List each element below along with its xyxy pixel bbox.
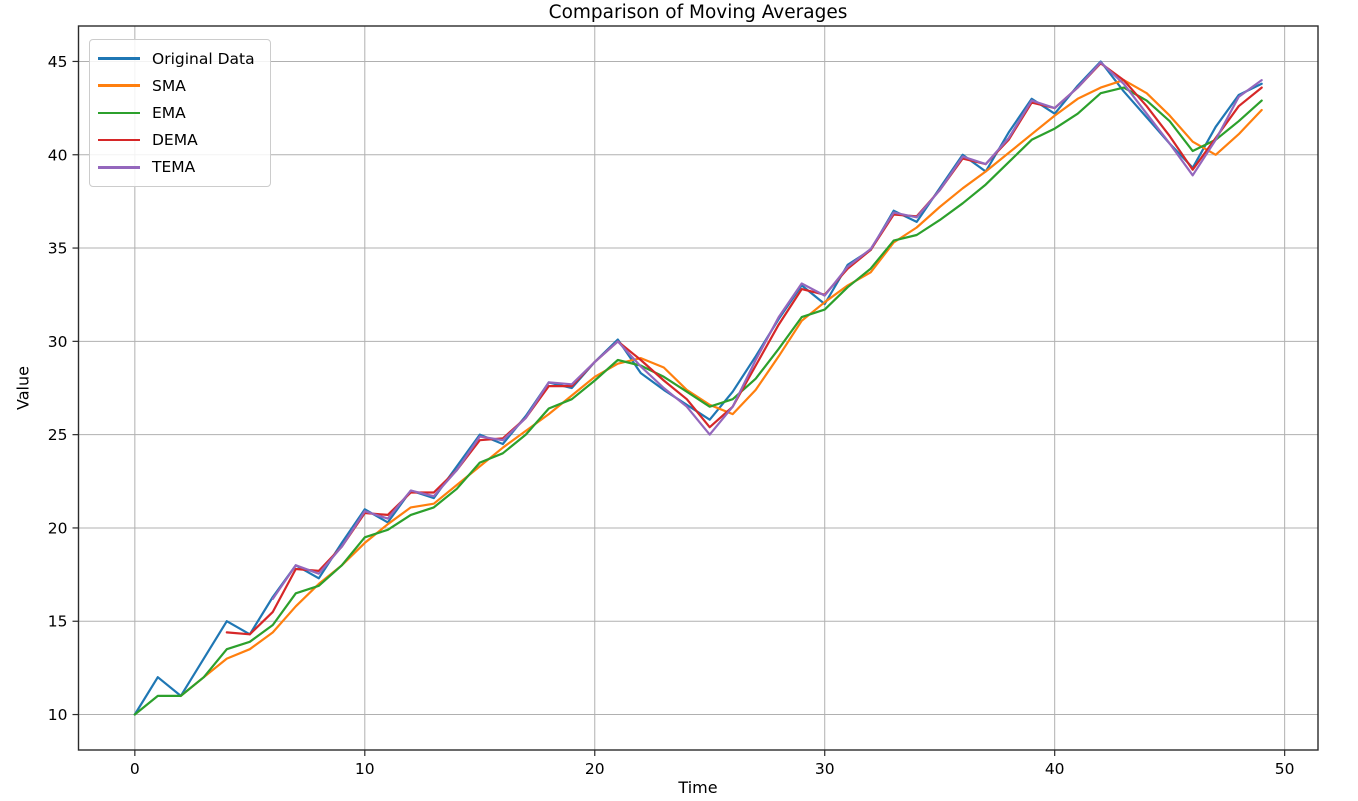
x-tick-label-10: 10 (355, 760, 375, 778)
legend: Original Data SMA EMA DEMA TEMA (89, 39, 271, 187)
y-tick-label-25: 25 (48, 426, 68, 444)
legend-swatch-dema-icon (98, 138, 140, 142)
legend-item-sma: SMA (94, 72, 262, 99)
series-line-tema (271, 61, 1263, 601)
y-tick-label-40: 40 (48, 146, 68, 164)
x-tick-label-40: 40 (1045, 760, 1065, 778)
x-tick-label-50: 50 (1275, 760, 1295, 778)
series-line-dema (225, 62, 1263, 636)
legend-item-tema: TEMA (94, 154, 262, 181)
y-tick-label-10: 10 (48, 706, 68, 724)
y-tick-label-15: 15 (48, 613, 68, 631)
x-tick-label-30: 30 (815, 760, 835, 778)
y-tick-label-35: 35 (48, 240, 68, 258)
legend-item-dema: DEMA (94, 127, 262, 154)
plot-frame (77, 25, 1319, 751)
series-line-original-data (133, 60, 1263, 716)
legend-swatch-original-data-icon (98, 57, 140, 60)
x-axis-label: Time (678, 778, 718, 797)
legend-swatch-sma-icon (98, 84, 140, 88)
legend-label-dema: DEMA (152, 131, 198, 150)
x-tick-label-0: 0 (130, 760, 140, 778)
legend-item-ema: EMA (94, 99, 262, 126)
legend-label-sma: SMA (152, 76, 186, 95)
legend-item-original-data: Original Data (94, 45, 262, 72)
legend-label-ema: EMA (152, 103, 186, 122)
chart-title: Comparison of Moving Averages (548, 2, 848, 23)
y-tick-label-20: 20 (48, 519, 68, 537)
series-line-sma (179, 78, 1263, 698)
legend-swatch-tema-icon (98, 166, 140, 169)
x-tick-label-20: 20 (585, 760, 605, 778)
legend-swatch-ema-icon (98, 111, 140, 115)
y-axis-label: Value (13, 366, 33, 410)
legend-label-tema: TEMA (152, 158, 196, 177)
y-tick-label-30: 30 (48, 333, 68, 351)
series-line-ema (133, 86, 1263, 716)
legend-label-original-data: Original Data (152, 49, 255, 68)
y-tick-label-45: 45 (48, 53, 68, 71)
